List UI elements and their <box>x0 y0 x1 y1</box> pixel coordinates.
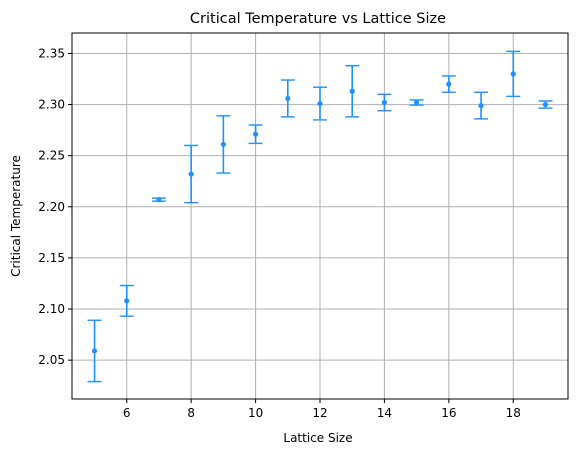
chart-title: Critical Temperature vs Lattice Size <box>190 11 446 27</box>
x-tick-label: 16 <box>441 406 456 420</box>
data-point <box>542 101 549 108</box>
data-point <box>285 95 291 102</box>
data-point <box>478 102 484 109</box>
data-point <box>220 141 226 148</box>
data-point <box>446 81 452 87</box>
y-axis: 2.05 2.10 2.15 2.20 2.25 2.30 2.35 <box>38 46 72 367</box>
y-tick-label: 2.30 <box>38 98 65 112</box>
data-point <box>91 348 98 354</box>
data-series <box>87 50 553 383</box>
data-point <box>156 197 162 203</box>
x-tick-label: 6 <box>123 406 131 420</box>
y-tick-label: 2.20 <box>38 200 65 214</box>
x-tick-label: 8 <box>187 406 195 420</box>
data-point <box>414 99 420 106</box>
y-tick-label: 2.05 <box>38 353 65 367</box>
y-tick-label: 2.10 <box>38 302 65 316</box>
data-point <box>381 99 388 106</box>
x-axis: 6 8 10 12 14 16 18 <box>123 399 521 420</box>
data-point <box>252 131 259 137</box>
data-point <box>510 71 516 77</box>
data-point <box>124 298 130 304</box>
x-tick-label: 18 <box>506 406 521 420</box>
y-tick-label: 2.35 <box>38 46 65 60</box>
x-tick-label: 12 <box>312 406 327 420</box>
data-point <box>349 88 355 94</box>
data-point <box>188 171 194 177</box>
x-tick-label: 14 <box>377 406 392 420</box>
y-tick-label: 2.25 <box>38 149 65 163</box>
y-axis-label: Critical Temperature <box>9 155 23 277</box>
x-tick-label: 10 <box>248 406 263 420</box>
x-axis-label: Lattice Size <box>283 431 352 445</box>
y-tick-label: 2.15 <box>38 251 65 265</box>
data-point <box>317 100 323 107</box>
